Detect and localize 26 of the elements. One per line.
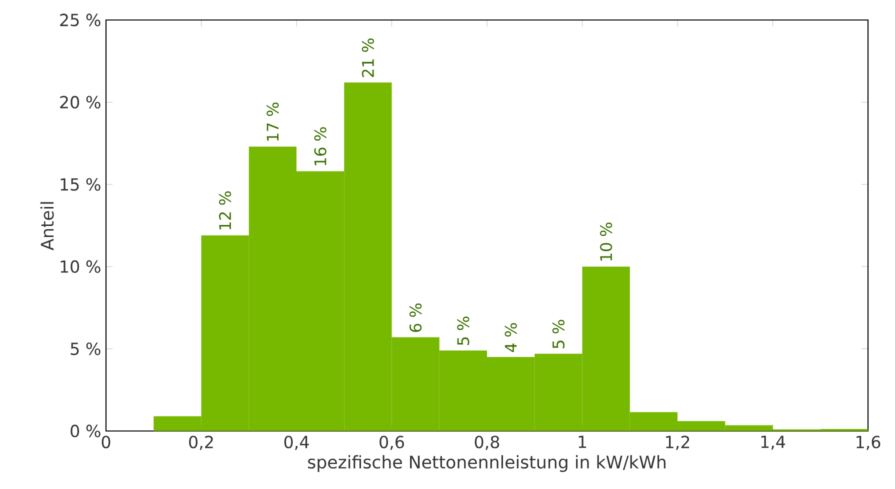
data-label: 5 % xyxy=(552,320,564,348)
data-label: 10 % xyxy=(600,222,612,261)
y-tick-label: 20 % xyxy=(60,96,100,108)
x-tick-label: 1,6 xyxy=(856,436,880,450)
data-label: 5 % xyxy=(457,316,470,345)
x-axis-title: spezifische Nettonennleistung in kW/kWh xyxy=(308,455,666,472)
data-label: 4 % xyxy=(504,323,517,352)
y-tick-label: 0 % xyxy=(70,424,100,438)
y-tick-label: 25 % xyxy=(60,14,100,26)
x-tick-label: 1,2 xyxy=(666,436,690,450)
y-axis-title: Anteil xyxy=(40,202,54,250)
data-label: 16 % xyxy=(314,127,326,166)
y-tick-label: 5 % xyxy=(70,342,100,356)
x-tick-label: 0 xyxy=(102,436,110,448)
data-label: 21 % xyxy=(362,38,374,78)
data-label: 12 % xyxy=(219,191,232,230)
data-label: 17 % xyxy=(266,102,279,141)
x-tick-label: 1 xyxy=(578,436,586,448)
x-tick-label: 0,2 xyxy=(189,436,213,450)
x-tick-label: 0,4 xyxy=(284,436,309,450)
y-tick-label: 10 % xyxy=(60,260,100,273)
data-label: 6 % xyxy=(410,303,422,332)
y-tick-label: 15 % xyxy=(60,178,100,191)
x-tick-label: 0,8 xyxy=(474,436,500,450)
x-tick-label: 0,6 xyxy=(380,436,404,450)
x-tick-label: 1,4 xyxy=(761,436,786,450)
